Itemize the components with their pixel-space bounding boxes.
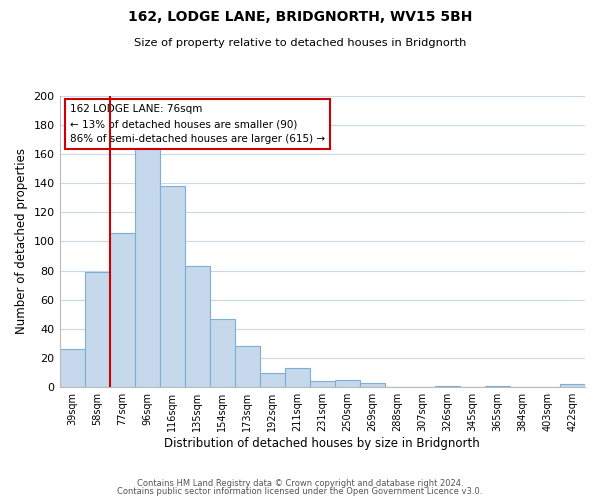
Bar: [360, 383, 385, 387]
Bar: [134, 145, 160, 387]
Text: Size of property relative to detached houses in Bridgnorth: Size of property relative to detached ho…: [134, 38, 466, 48]
Text: Contains public sector information licensed under the Open Government Licence v3: Contains public sector information licen…: [118, 487, 482, 496]
Bar: [235, 346, 260, 387]
Bar: [110, 232, 134, 387]
Bar: [310, 382, 335, 387]
Bar: [260, 372, 285, 387]
Bar: [185, 266, 209, 387]
Bar: [560, 384, 585, 387]
Bar: [209, 318, 235, 387]
Text: 162, LODGE LANE, BRIDGNORTH, WV15 5BH: 162, LODGE LANE, BRIDGNORTH, WV15 5BH: [128, 10, 472, 24]
Bar: [160, 186, 185, 387]
X-axis label: Distribution of detached houses by size in Bridgnorth: Distribution of detached houses by size …: [164, 437, 480, 450]
Text: 162 LODGE LANE: 76sqm
← 13% of detached houses are smaller (90)
86% of semi-deta: 162 LODGE LANE: 76sqm ← 13% of detached …: [70, 104, 325, 144]
Bar: [285, 368, 310, 387]
Y-axis label: Number of detached properties: Number of detached properties: [15, 148, 28, 334]
Bar: [335, 380, 360, 387]
Bar: [435, 386, 460, 387]
Bar: [485, 386, 510, 387]
Bar: [59, 350, 85, 387]
Bar: [85, 272, 110, 387]
Text: Contains HM Land Registry data © Crown copyright and database right 2024.: Contains HM Land Registry data © Crown c…: [137, 478, 463, 488]
